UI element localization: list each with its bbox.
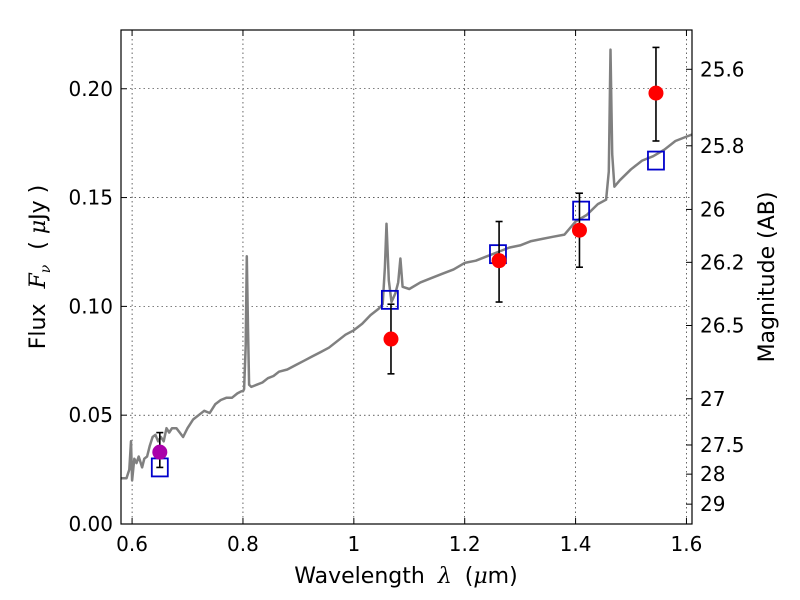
model-photometry-square <box>572 200 591 221</box>
mag-tick-label: 26.5 <box>700 314 745 338</box>
observed-point <box>491 253 507 269</box>
y-label-paren: ( <box>26 234 51 250</box>
y-label-mu: μ <box>26 220 51 234</box>
mag-tick-label: 26.2 <box>700 250 745 274</box>
y-tick-label: 0.10 <box>68 294 113 318</box>
x-tick-label: 1.6 <box>671 532 703 556</box>
x-tick-label: 1 <box>347 532 360 556</box>
y-label-unit: Jy ) <box>26 185 51 222</box>
model-photometry-square <box>647 150 665 171</box>
y-tick-label: 0.15 <box>68 186 113 210</box>
x-label-unit: m) <box>488 564 518 589</box>
observed-point <box>648 85 664 101</box>
observed-point <box>152 444 168 460</box>
mag-tick-label: 29 <box>700 492 725 516</box>
spectrum-line <box>121 48 692 482</box>
grid-lines <box>121 30 692 524</box>
x-label-symbol: λ <box>437 564 452 589</box>
mag-tick-label: 27 <box>700 387 725 411</box>
axes-ticks: 0.6 0.8 1 1.2 1.4 1.6 0.00 0.05 0.10 0.15 0.20 25.6… <box>68 30 745 556</box>
y-tick-label: 0.05 <box>68 403 113 427</box>
observed-point <box>383 331 399 347</box>
plot-series <box>121 46 692 482</box>
mag-tick-label: 28 <box>700 462 725 486</box>
model-photometry-square <box>380 289 399 310</box>
x-axis-label: Wavelength λ (μm) <box>294 564 517 589</box>
x-tick-label: 0.6 <box>116 532 148 556</box>
observed-point <box>571 222 587 238</box>
mag-tick-label: 27.5 <box>700 433 745 457</box>
y-tick-label: 0.20 <box>68 77 113 101</box>
plot-area <box>121 46 692 482</box>
x-tick-label: 1.4 <box>560 532 592 556</box>
mag-tick-label: 25.8 <box>700 134 745 158</box>
x-label-pre: Wavelength <box>294 564 425 589</box>
y-axis-label: Flux Fν ( μJy ) <box>26 185 56 350</box>
x-tick-label: 1.2 <box>449 532 481 556</box>
x-label-mu: μ <box>473 564 487 589</box>
y2-axis-label: Magnitude (AB) <box>755 192 780 363</box>
y-label-pre: Flux <box>26 304 51 350</box>
mag-tick-label: 25.6 <box>700 57 745 81</box>
mag-tick-label: 26 <box>700 197 725 221</box>
x-tick-label: 0.8 <box>227 532 259 556</box>
y-label-subscript: ν <box>38 264 54 273</box>
y-tick-label: 0.00 <box>68 512 113 536</box>
plot-frame <box>120 29 693 525</box>
x-label-paren: ( <box>465 564 474 589</box>
y-label-symbol: F <box>26 273 51 290</box>
